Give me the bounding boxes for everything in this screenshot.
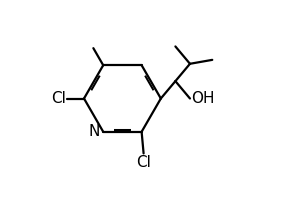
Text: N: N bbox=[88, 124, 100, 139]
Text: OH: OH bbox=[191, 91, 214, 106]
Text: Cl: Cl bbox=[136, 155, 151, 170]
Text: Cl: Cl bbox=[51, 91, 66, 106]
